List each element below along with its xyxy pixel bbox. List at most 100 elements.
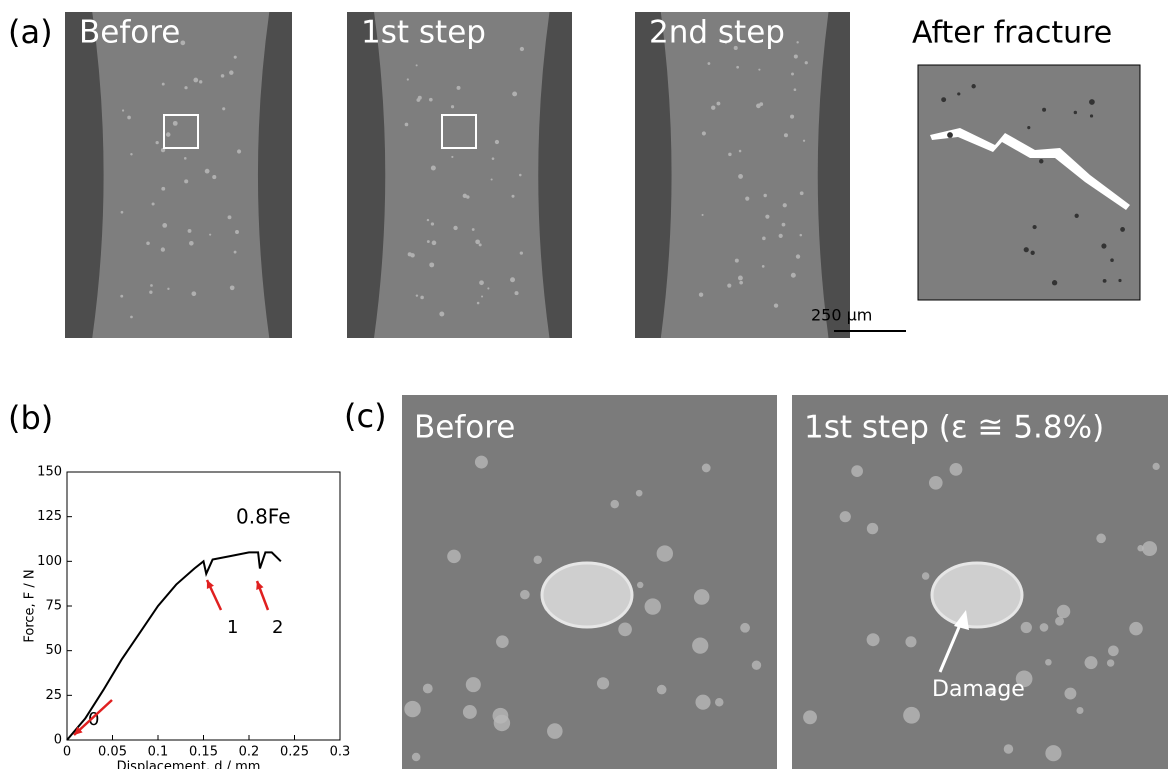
particle [146, 242, 150, 246]
particle [404, 701, 420, 717]
particle [738, 276, 743, 281]
particle [922, 572, 930, 580]
particle [1057, 605, 1070, 618]
particle [191, 291, 196, 296]
particle [702, 131, 706, 135]
particle [796, 41, 798, 43]
particle [410, 253, 414, 257]
particle [237, 149, 241, 153]
particle [803, 140, 805, 142]
particle [903, 707, 920, 724]
x-tick-label: 0.3 [330, 745, 351, 760]
particle [1021, 622, 1032, 633]
particle [762, 265, 765, 268]
y-tick-label: 50 [45, 643, 62, 658]
particle [762, 237, 766, 241]
particle [519, 174, 522, 177]
particle [803, 710, 817, 724]
x-tick-label: 0.2 [239, 745, 260, 760]
y-tick-label: 100 [37, 554, 62, 569]
particle [466, 677, 481, 692]
particle [1045, 659, 1052, 666]
specimen [661, 12, 829, 338]
particle [161, 187, 165, 191]
chart-annotation: 2 [272, 617, 283, 638]
particle [790, 115, 794, 119]
particle [423, 684, 433, 694]
particle [763, 194, 766, 197]
particle [234, 251, 237, 254]
particle [477, 302, 480, 305]
particle [728, 153, 731, 156]
particle [800, 191, 804, 195]
particle [481, 295, 483, 297]
particle [188, 229, 192, 233]
particle [971, 84, 975, 88]
particle [1110, 258, 1114, 262]
particle [189, 241, 194, 246]
particle [794, 88, 797, 91]
particle [1075, 214, 1079, 218]
particle [463, 705, 477, 719]
particle [905, 636, 916, 647]
image-title: After fracture [912, 16, 1112, 51]
y-axis-label: Force, F / N [23, 569, 38, 642]
particle [739, 150, 742, 153]
particle [1129, 622, 1142, 635]
particle [439, 312, 444, 317]
image-title: Before [414, 410, 515, 446]
particle [412, 753, 420, 761]
particle [457, 86, 461, 90]
particle [209, 234, 211, 236]
particle [716, 102, 720, 106]
particle [1055, 617, 1064, 626]
y-tick-label: 75 [45, 599, 62, 614]
particle [618, 623, 632, 637]
particle [711, 106, 715, 110]
particle [657, 685, 667, 695]
specimen [374, 12, 550, 338]
particle [466, 195, 470, 199]
particle [161, 247, 165, 251]
particle [122, 109, 124, 111]
particle [1024, 247, 1029, 252]
particle [475, 239, 480, 244]
particle [167, 288, 169, 290]
chart-annotation: 0.8Fe [236, 505, 291, 529]
particle [610, 500, 619, 509]
particle [230, 285, 235, 290]
particle [702, 464, 711, 473]
particle [184, 86, 187, 89]
panel-label: (b) [8, 399, 53, 437]
particle [453, 226, 457, 230]
x-axis-label: Displacement, d / mm [117, 760, 261, 769]
specimen [92, 12, 269, 338]
particle [1031, 251, 1035, 255]
particle [491, 178, 493, 180]
particle [156, 141, 159, 144]
particle [752, 660, 761, 669]
particle [1096, 534, 1106, 544]
particle [127, 116, 131, 120]
particle [199, 80, 202, 83]
x-tick-label: 0.05 [98, 745, 127, 760]
particle [1064, 688, 1076, 700]
particle [205, 169, 210, 174]
particle [1074, 111, 1077, 114]
particle [487, 287, 489, 289]
particle [702, 214, 704, 216]
particle [1107, 659, 1114, 666]
particle [121, 211, 124, 214]
particle [957, 92, 960, 95]
particle [1033, 225, 1037, 229]
particle [738, 174, 743, 179]
particle [228, 215, 232, 219]
particle [149, 291, 152, 294]
particle [941, 97, 946, 102]
particle [416, 98, 420, 102]
particle [520, 47, 524, 51]
particle [212, 175, 216, 179]
particle [800, 234, 803, 237]
particle [784, 133, 788, 137]
image-title: 2nd step [649, 15, 785, 51]
